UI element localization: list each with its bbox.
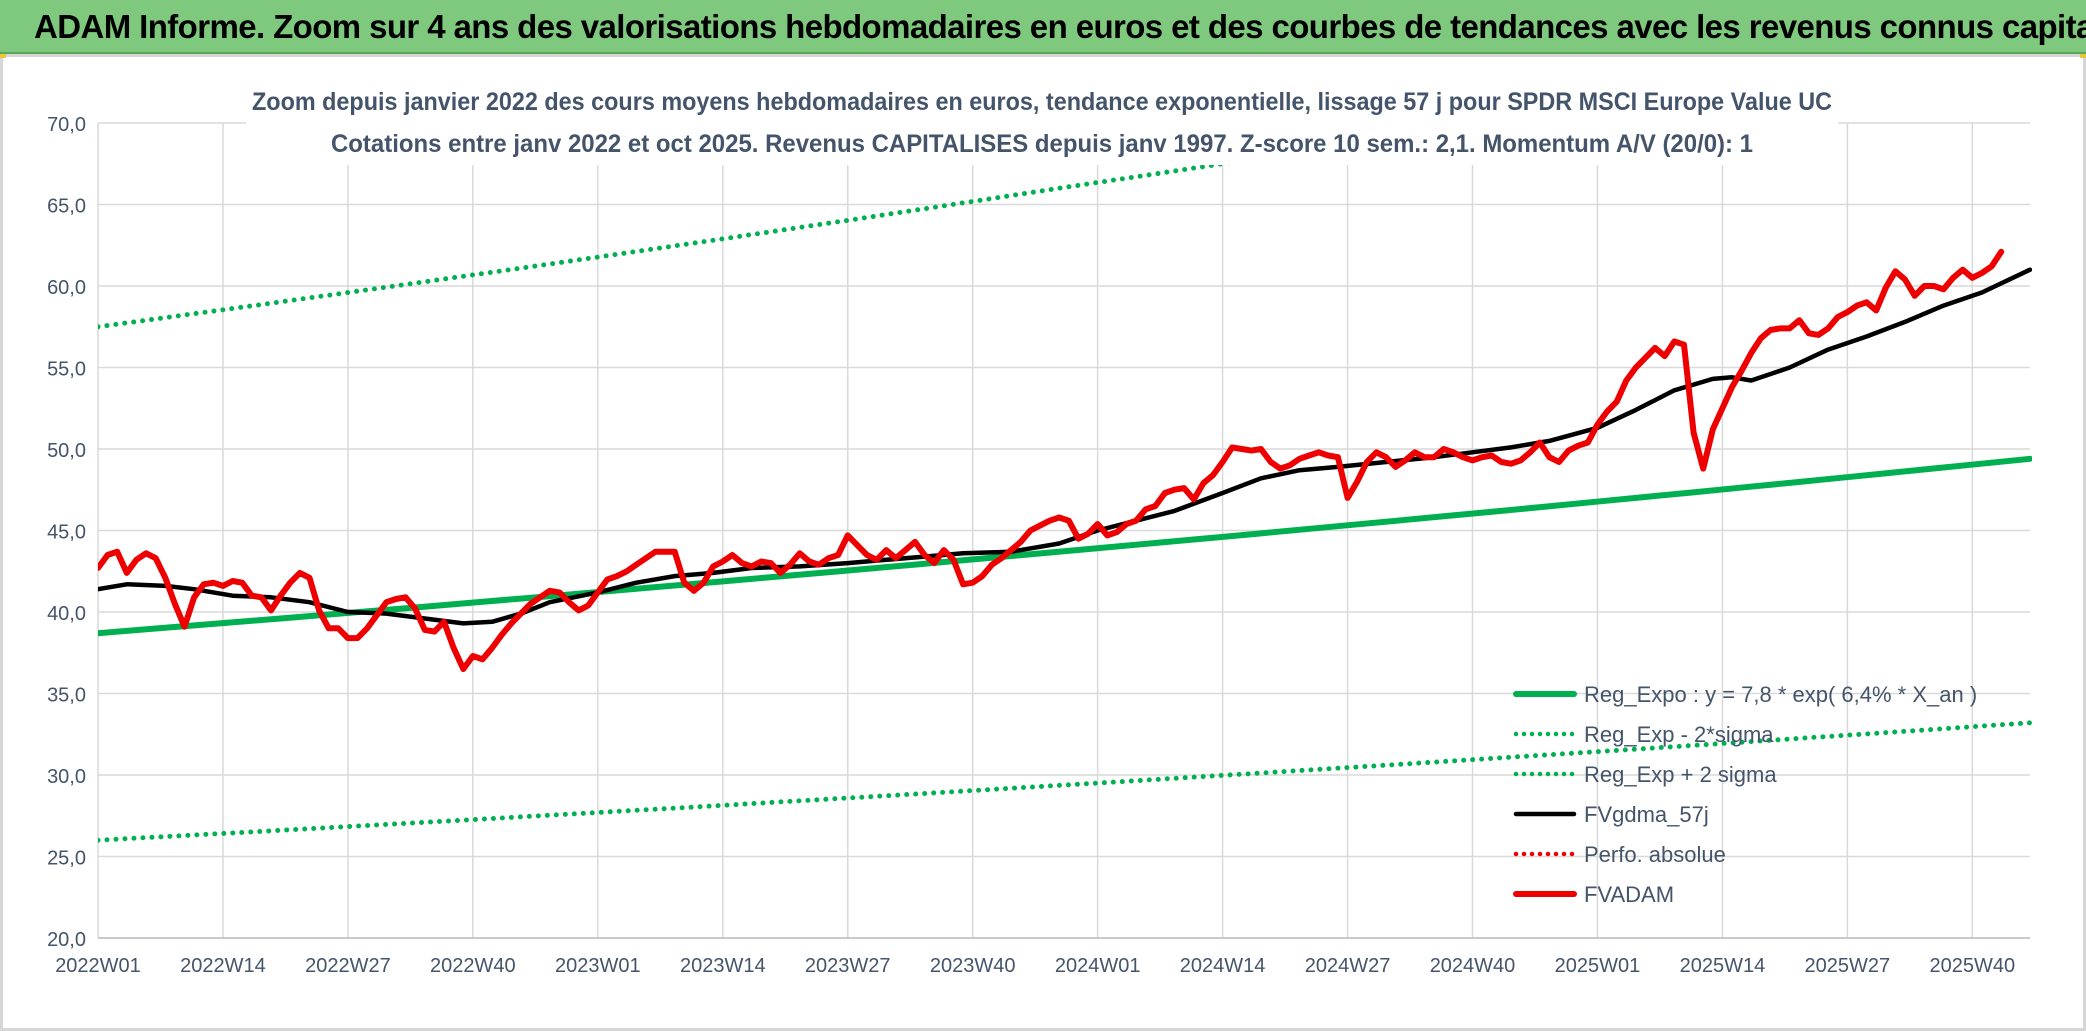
- legend: Reg_Expo : y = 7,8 * exp( 6,4% * X_an ) R…: [1513, 682, 1977, 907]
- y-tick-label: 50,0: [47, 440, 86, 462]
- grid-lines: [97, 122, 2030, 939]
- x-tick-label: 2025W14: [1680, 955, 1766, 977]
- report-title: ADAM Informe. Zoom sur 4 ans des valoris…: [34, 8, 2086, 45]
- x-tick-label: 2022W27: [305, 955, 391, 977]
- frame-corner-left: [0, 54, 6, 58]
- chart-subtitle: Cotations entre janv 2022 et oct 2025. R…: [331, 130, 1753, 158]
- x-tick-label: 2025W27: [1805, 955, 1891, 977]
- x-tick-label: 2024W01: [1055, 955, 1141, 977]
- x-tick-label: 2024W27: [1305, 955, 1391, 977]
- y-tick-label: 25,0: [47, 848, 86, 870]
- series-fvadam: [98, 248, 2005, 672]
- series-reg-plus-2sigma: [98, 121, 1518, 330]
- y-tick-label: 30,0: [47, 766, 86, 788]
- legend-label: FVADAM: [1584, 882, 1674, 907]
- x-tick-label: 2023W40: [930, 955, 1016, 977]
- y-tick-label: 65,0: [47, 196, 86, 218]
- x-tick-label: 2022W40: [430, 955, 516, 977]
- y-tick-label: 70,0: [47, 114, 86, 136]
- y-tick-label: 40,0: [47, 603, 86, 625]
- x-tick-label: 2022W01: [55, 955, 141, 977]
- y-tick-label: 20,0: [47, 929, 86, 951]
- legend-label: Reg_Exp + 2 sigma: [1584, 762, 1777, 787]
- legend-label: Reg_Expo : y = 7,8 * exp( 6,4% * X_an ): [1584, 682, 1977, 707]
- series-reg-minus-2sigma: [98, 720, 2032, 843]
- x-tick-label: 2024W40: [1430, 955, 1516, 977]
- series-reg-expo: [98, 455, 2032, 637]
- legend-label: Reg_Exp - 2*sigma: [1584, 722, 1774, 747]
- series-group: [98, 121, 2032, 843]
- chart-title: Zoom depuis janvier 2022 des cours moyen…: [252, 88, 1832, 116]
- y-tick-label: 55,0: [47, 359, 86, 381]
- x-tick-label: 2023W14: [680, 955, 766, 977]
- legend-label: Perfo. absolue: [1584, 842, 1726, 867]
- x-tick-label: 2024W14: [1180, 955, 1266, 977]
- report-banner: ADAM Informe. Zoom sur 4 ans des valoris…: [0, 0, 2086, 54]
- y-axis-tick-labels: 70,0 65,0 60,0 55,0 50,0 45,0 40,0 35,0 30,0 25,0…: [47, 114, 86, 951]
- x-tick-label: 2025W01: [1555, 955, 1641, 977]
- y-tick-label: 45,0: [47, 522, 86, 544]
- x-tick-label: 2023W01: [555, 955, 641, 977]
- frame-corner-right: [2080, 54, 2086, 58]
- y-tick-label: 60,0: [47, 277, 86, 299]
- series-fvgdma-57j: [98, 267, 2032, 626]
- x-tick-label: 2022W14: [180, 955, 266, 977]
- chart-frame: [0, 54, 2086, 1031]
- x-axis-tick-labels: 2022W01 2022W14 2022W27 2022W40 2023W01 2023W…: [55, 955, 2015, 977]
- x-tick-label: 2023W27: [805, 955, 891, 977]
- legend-label: FVgdma_57j: [1584, 802, 1709, 827]
- title-background: [246, 79, 1838, 165]
- y-tick-label: 35,0: [47, 685, 86, 707]
- x-tick-label: 2025W40: [1930, 955, 2016, 977]
